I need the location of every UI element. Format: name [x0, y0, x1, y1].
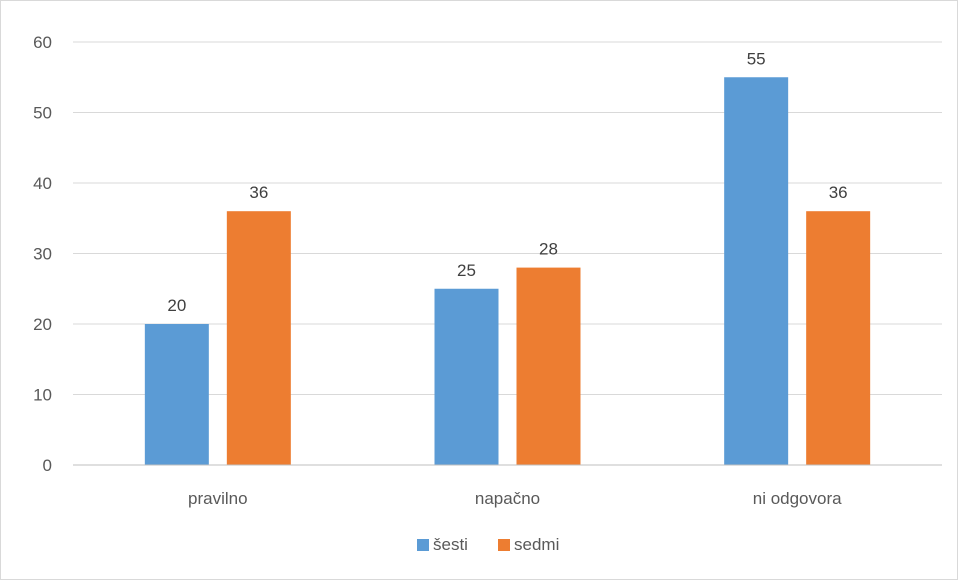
y-tick-label: 20: [33, 315, 52, 334]
data-label: 36: [829, 183, 848, 202]
data-label: 25: [457, 261, 476, 280]
x-tick-label: napačno: [475, 489, 540, 508]
x-axis: pravilno napačno ni odgovora: [73, 464, 942, 508]
legend: šesti sedmi: [417, 535, 559, 554]
legend-label: šesti: [433, 535, 468, 554]
data-labels: 20 36 25 28 55 36: [167, 49, 847, 315]
x-tick-label: ni odgovora: [753, 489, 842, 508]
y-tick-label: 10: [33, 386, 52, 405]
bars: [144, 77, 871, 465]
legend-label: sedmi: [514, 535, 559, 554]
y-tick-label: 30: [33, 245, 52, 264]
bar-sesti-1: [144, 324, 209, 465]
y-axis: 0 10 20 30 40 50 60: [33, 33, 52, 475]
y-tick-label: 50: [33, 104, 52, 123]
bar-sesti-2: [434, 288, 499, 465]
y-tick-label: 0: [43, 456, 52, 475]
data-label: 36: [249, 183, 268, 202]
bar-sedmi-2: [516, 267, 581, 465]
legend-swatch: [498, 539, 510, 551]
legend-swatch: [417, 539, 429, 551]
bar-sesti-3: [724, 77, 789, 465]
x-tick-label: pravilno: [188, 489, 248, 508]
data-label: 20: [167, 296, 186, 315]
bar-sedmi-3: [806, 211, 871, 465]
data-label: 28: [539, 240, 558, 259]
y-tick-label: 40: [33, 174, 52, 193]
gridlines: [73, 41, 942, 395]
bar-sedmi-1: [226, 211, 291, 465]
data-label: 55: [747, 49, 766, 68]
y-tick-label: 60: [33, 33, 52, 52]
